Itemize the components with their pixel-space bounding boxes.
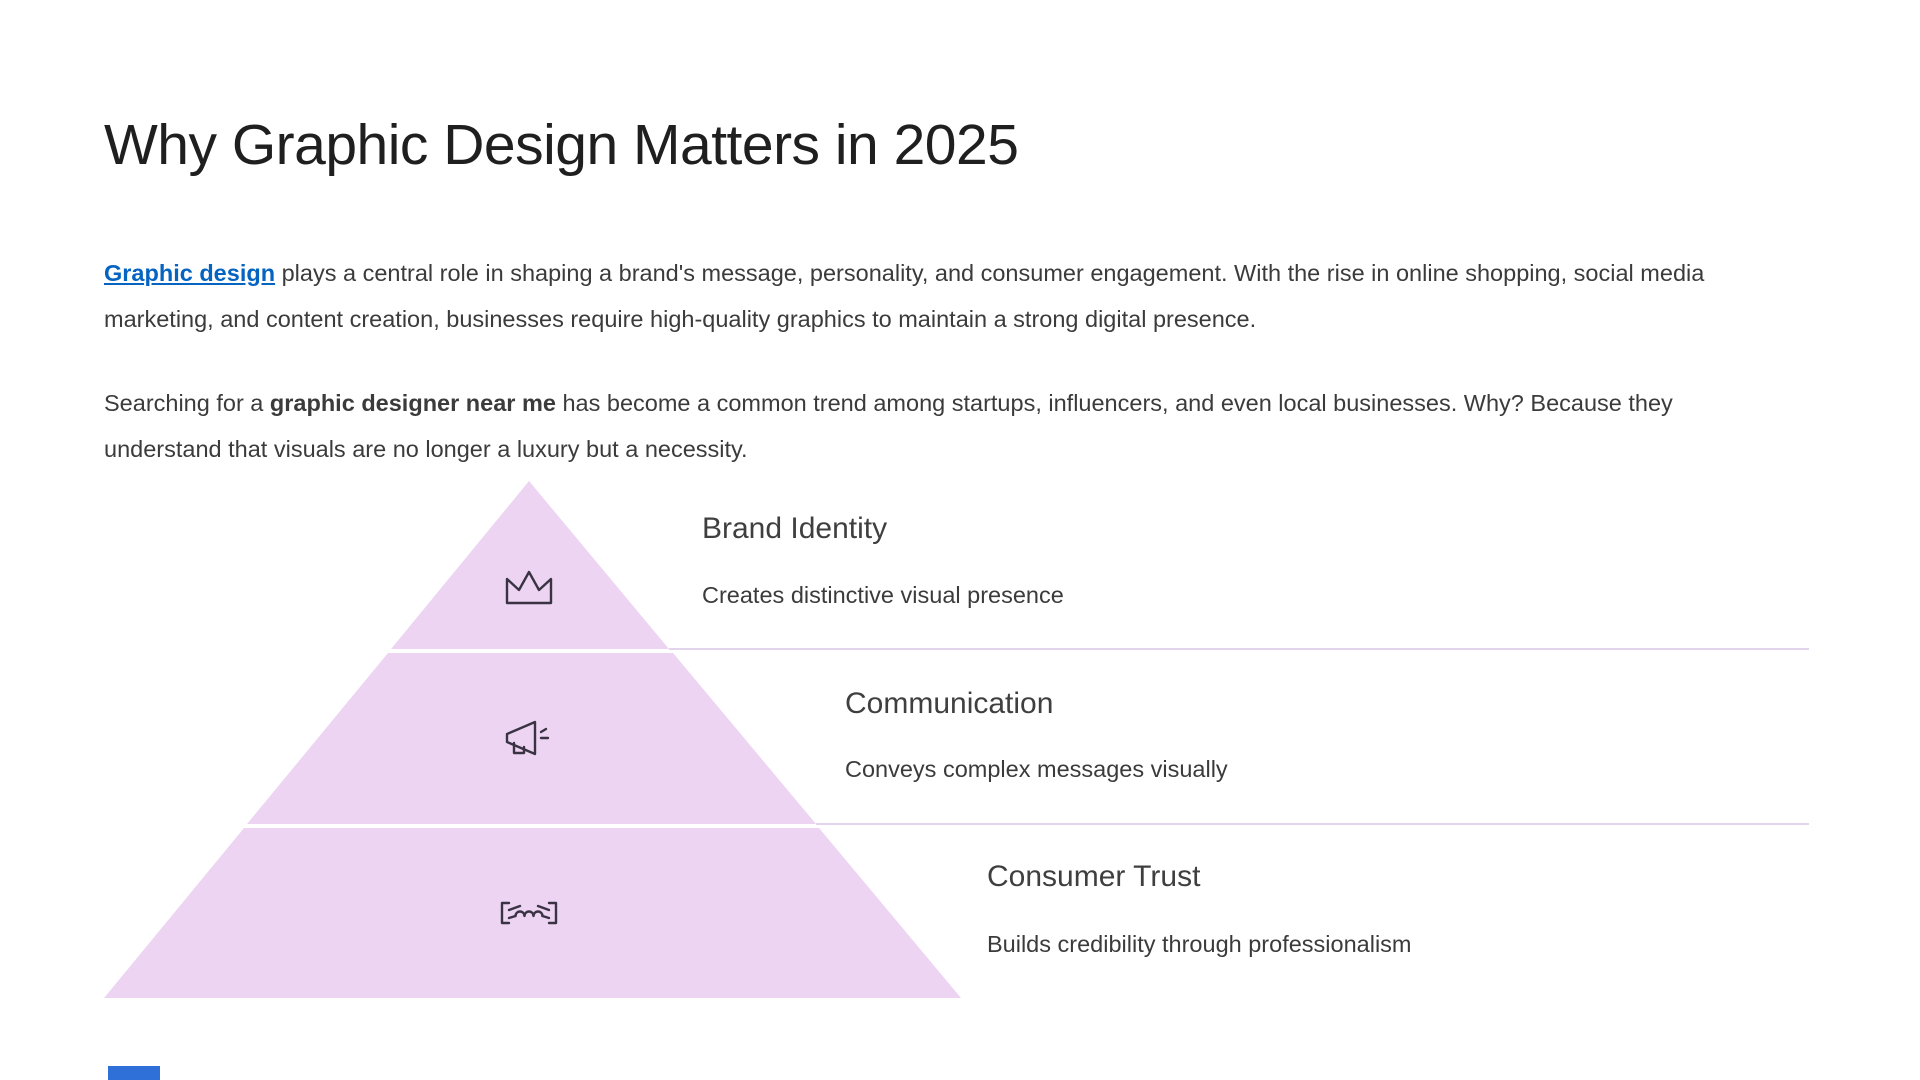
- handshake-icon: [500, 901, 558, 925]
- tier-title-consumer-trust: Consumer Trust: [987, 860, 1201, 893]
- intro-paragraph-2: Searching for a graphic designer near me…: [104, 380, 1784, 472]
- pyramid-tier-communication[interactable]: [247, 653, 816, 824]
- graphic-design-link[interactable]: Graphic design: [104, 259, 276, 286]
- tier-title-communication: Communication: [845, 687, 1054, 720]
- paragraph-2-start: Searching for a: [104, 389, 270, 416]
- tier-desc-communication: Conveys complex messages visually: [845, 756, 1228, 782]
- paragraph-1-text: plays a central role in shaping a brand'…: [104, 259, 1705, 332]
- tier-desc-brand-identity: Creates distinctive visual presence: [702, 582, 1064, 608]
- tier-title-brand-identity: Brand Identity: [702, 512, 888, 545]
- page-title: Why Graphic Design Matters in 2025: [104, 113, 1019, 178]
- tier-desc-consumer-trust: Builds credibility through professionali…: [987, 931, 1412, 957]
- megaphone-icon: [505, 720, 550, 756]
- crown-icon: [505, 570, 553, 605]
- partial-blue-element: [108, 1066, 160, 1080]
- intro-paragraph-1: Graphic design plays a central role in s…: [104, 250, 1784, 342]
- paragraph-2-bold-keyword: graphic designer near me: [269, 389, 556, 416]
- paragraph-2-text: has become a common trend among startups…: [104, 389, 1673, 462]
- pyramid-tier-brand-identity[interactable]: [391, 481, 669, 649]
